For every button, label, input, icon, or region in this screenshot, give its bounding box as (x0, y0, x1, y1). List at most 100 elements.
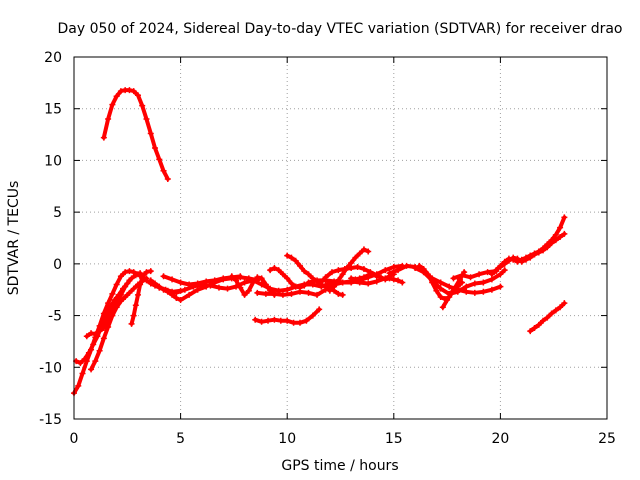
data-point (352, 254, 359, 261)
data-point (105, 116, 112, 123)
data-point (81, 356, 88, 363)
data-point (241, 279, 248, 286)
data-point (390, 276, 397, 283)
data-point (117, 298, 124, 305)
data-point (395, 267, 402, 274)
data-point (331, 283, 338, 290)
data-point (365, 248, 372, 255)
plot-frame (73, 56, 608, 420)
data-point (100, 134, 107, 141)
data-point (535, 321, 542, 328)
data-point (356, 275, 363, 282)
data-point (169, 276, 176, 283)
data-point (373, 273, 380, 280)
data-point (316, 306, 323, 313)
data-point (186, 281, 193, 288)
data-point (390, 263, 397, 270)
data-point (557, 233, 564, 240)
data-point (522, 256, 529, 263)
data-point (109, 290, 116, 297)
data-point (126, 277, 133, 284)
data-point (476, 271, 483, 278)
data-point (173, 289, 180, 296)
data-point (105, 300, 112, 307)
x-axis-label: GPS time / hours (281, 458, 398, 474)
data-point (117, 88, 124, 95)
data-point (448, 289, 455, 296)
data-point (258, 318, 265, 325)
data-point (177, 279, 184, 286)
data-point (88, 330, 95, 337)
data-point (339, 279, 346, 286)
data-point (126, 87, 133, 94)
data-point (288, 280, 295, 287)
data-point (309, 275, 316, 282)
data-point (552, 231, 559, 238)
data-point (100, 335, 107, 342)
data-point (92, 331, 99, 338)
data-point (271, 316, 278, 323)
data-point (561, 230, 568, 237)
data-point (382, 276, 389, 283)
data-point (194, 286, 201, 293)
data-point (105, 323, 112, 330)
data-point (335, 290, 342, 297)
data-point (277, 317, 284, 324)
data-point (113, 304, 120, 311)
data-point (497, 263, 504, 270)
data-point (134, 291, 141, 298)
data-point (173, 294, 180, 301)
data-point (314, 278, 321, 285)
data-point (493, 267, 500, 274)
data-point (437, 279, 444, 286)
data-point (527, 328, 534, 335)
data-point (220, 275, 227, 282)
data-series (71, 87, 568, 397)
data-point (152, 280, 159, 287)
data-point (420, 269, 427, 276)
data-point (186, 291, 193, 298)
x-tick-label: 25 (598, 431, 616, 447)
data-point (463, 288, 470, 295)
x-tick-label: 5 (176, 431, 185, 447)
data-point (147, 268, 154, 275)
data-point (139, 275, 146, 282)
y-tick-label: -10 (39, 360, 62, 376)
data-point (117, 273, 124, 280)
data-point (535, 249, 542, 256)
data-point (113, 93, 120, 100)
data-point (130, 285, 137, 292)
data-point (284, 252, 291, 259)
data-point (252, 316, 259, 323)
data-point (309, 312, 316, 319)
data-point (450, 275, 457, 282)
data-point (292, 257, 299, 264)
data-point (126, 268, 133, 275)
data-point (395, 277, 402, 284)
data-point (245, 287, 252, 294)
data-point (160, 167, 167, 174)
data-point (540, 247, 547, 254)
y-tick-label: 0 (53, 257, 62, 273)
data-point (429, 275, 436, 282)
data-point (181, 286, 188, 293)
data-point (305, 279, 312, 286)
data-point (265, 317, 272, 324)
data-point (194, 280, 201, 287)
data-point (497, 271, 504, 278)
data-point (215, 284, 222, 291)
data-point (544, 244, 551, 251)
x-tick-labels: 0 5 10 15 20 25 (70, 431, 616, 447)
x-tick-label: 0 (70, 431, 79, 447)
data-point (365, 280, 372, 287)
data-point (561, 300, 568, 307)
data-point (296, 284, 303, 291)
data-point (109, 312, 116, 319)
data-point (339, 271, 346, 278)
data-point (164, 176, 171, 183)
data-point (122, 269, 129, 276)
data-point (305, 271, 312, 278)
data-point (335, 267, 342, 274)
data-point (271, 264, 278, 271)
